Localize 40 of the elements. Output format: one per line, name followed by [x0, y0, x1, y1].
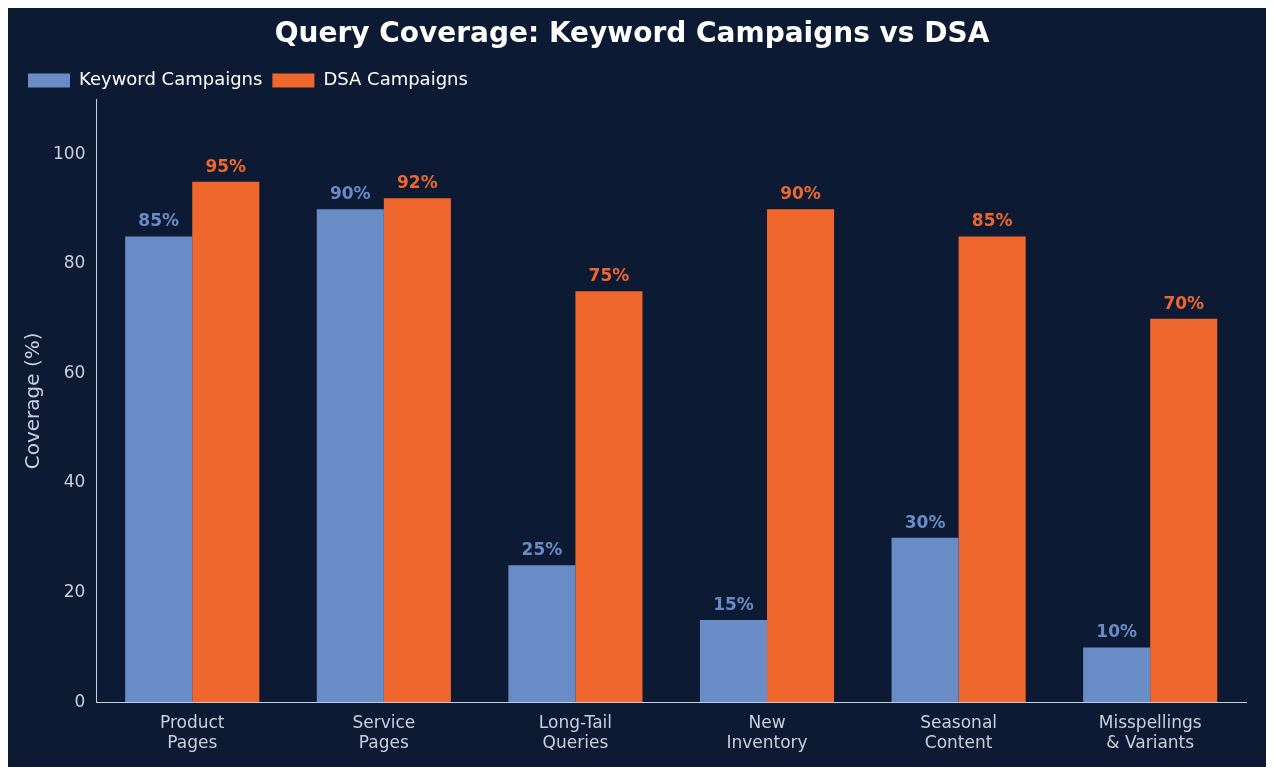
- bar: [699, 620, 768, 703]
- data-label: 75%: [588, 265, 630, 286]
- legend-label: DSA Campaigns: [323, 68, 468, 90]
- data-label: 85%: [138, 210, 180, 231]
- bar: [1083, 647, 1151, 703]
- bar: [1150, 318, 1218, 703]
- data-label: 90%: [780, 183, 821, 204]
- y-tick-label: 100: [52, 142, 86, 163]
- bar: [575, 291, 643, 703]
- x-tick-label: Misspellings & Variants: [1098, 711, 1202, 753]
- x-tick-label: Long-Tail Queries: [538, 711, 613, 753]
- bar: [192, 181, 260, 703]
- y-tick-label: 20: [63, 581, 86, 602]
- y-tick-label: 0: [74, 690, 86, 711]
- bar: [125, 236, 193, 703]
- x-tick-label: Product Pages: [159, 711, 225, 753]
- data-label: 85%: [971, 210, 1013, 231]
- bar: [958, 236, 1026, 703]
- chart-title: Query Coverage: Keyword Campaigns vs DSA: [274, 16, 990, 50]
- data-label: 92%: [397, 172, 438, 193]
- bar: [891, 537, 959, 703]
- data-label: 15%: [713, 593, 754, 614]
- y-tick-label: 40: [63, 471, 86, 492]
- data-label: 95%: [205, 155, 247, 176]
- data-label: 90%: [329, 183, 371, 204]
- x-tick-label: Seasonal Content: [920, 711, 998, 753]
- bar: [767, 209, 835, 703]
- data-label: 70%: [1163, 292, 1205, 313]
- x-tick-label: New Inventory: [726, 711, 808, 753]
- data-label: 30%: [904, 511, 946, 532]
- bar: [383, 198, 451, 703]
- y-tick-label: 60: [63, 361, 86, 382]
- y-axis-title: Coverage (%): [20, 332, 45, 470]
- bar: [316, 209, 384, 703]
- data-label: 25%: [521, 539, 563, 560]
- y-tick-label: 80: [63, 252, 86, 273]
- x-tick-label: Service Pages: [352, 711, 416, 753]
- legend-label: Keyword Campaigns: [79, 68, 263, 90]
- data-label: 10%: [1096, 621, 1138, 642]
- bar: [508, 565, 576, 703]
